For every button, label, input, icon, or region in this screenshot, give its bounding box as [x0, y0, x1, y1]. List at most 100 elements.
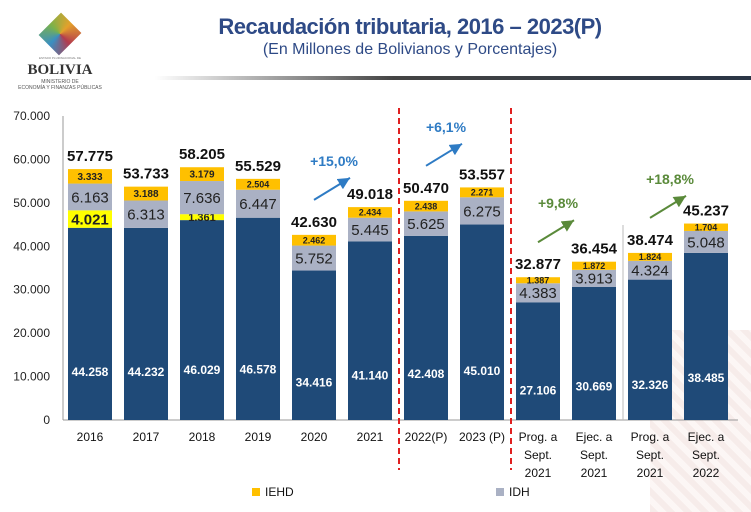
bar-value-label: 4.383: [519, 285, 557, 302]
bar-segment-iehd: [628, 252, 672, 261]
x-tick-label: Prog. a: [631, 430, 670, 444]
bar-value-label: 7.636: [183, 190, 221, 207]
bar-value-label: 6.447: [239, 196, 277, 213]
bar-segment-base: [124, 227, 168, 420]
bar-value-label: 6.163: [71, 189, 109, 206]
page-subtitle: (En Millones de Bolivianos y Porcentajes…: [262, 41, 558, 58]
logo-text-3: MINISTERIO DE: [41, 79, 79, 85]
legend-label: IDH: [509, 485, 530, 499]
x-tick-label: 2018: [189, 430, 216, 444]
bar-segment-idh: [68, 183, 112, 211]
bar-value-label: 1.824: [639, 252, 662, 262]
x-tick-label: Ejec. a: [576, 430, 613, 444]
bar-total-label: 42.630: [291, 214, 337, 231]
bar-total-label: 32.877: [515, 256, 561, 273]
bar-value-label: 3.188: [133, 189, 158, 200]
bar-value-label: 46.029: [184, 363, 221, 377]
bar-segment-base: [236, 217, 280, 420]
bar-value-label: 30.669: [576, 380, 613, 394]
bar-value-label: 38.485: [688, 371, 725, 385]
bar-value-label: 34.416: [296, 376, 333, 390]
bar-value-label: 27.106: [520, 384, 557, 398]
bar-segment-iehd: [516, 277, 560, 284]
bar-value-label: 4.021: [71, 211, 109, 228]
legend-swatch-iehd: [252, 488, 260, 496]
bar-segment-base: [572, 286, 616, 420]
x-tick-label: 2023 (P): [459, 430, 505, 444]
x-tick-label: Sept.: [580, 448, 608, 462]
x-tick-label: Sept.: [524, 448, 552, 462]
x-tick-label: 2021: [637, 466, 664, 480]
logo-text-2: BOLIVIA: [27, 62, 93, 78]
bar-value-label: 2.438: [415, 201, 438, 211]
bar-segment-base: [404, 235, 448, 420]
bar-segment-iehd: [404, 200, 448, 212]
bar-value-label: 32.326: [632, 378, 669, 392]
bar-segment-iehd: [124, 186, 168, 201]
bar-segment-idh: [348, 217, 392, 242]
bar-value-label: 2.462: [303, 235, 326, 245]
bar-segment-base: [68, 227, 112, 420]
logo-text-4: ECONOMÍA Y FINANZAS PÚBLICAS: [18, 85, 102, 91]
bar-segment-iehd: [460, 187, 504, 198]
growth-annotation: +18,8%: [646, 171, 694, 187]
bar-value-label: 41.140: [352, 368, 389, 382]
growth-annotation: +9,8%: [538, 195, 579, 211]
bar-segment-idh: [628, 260, 672, 280]
bar-segment-iehd: [684, 223, 728, 231]
x-tick-label: Sept.: [636, 448, 664, 462]
bar-segment-base: [516, 302, 560, 420]
x-tick-label: 2021: [525, 466, 552, 480]
growth-arrow: [649, 195, 687, 219]
x-tick-label: 2020: [301, 430, 328, 444]
bar-segment-base: [684, 252, 728, 420]
legend-swatch-idh: [496, 488, 504, 496]
bar-total-label: 53.557: [459, 166, 505, 183]
bar-value-label: 1.704: [695, 222, 718, 232]
bar-value-label: 42.408: [408, 367, 445, 381]
bar-total-label: 53.733: [123, 166, 169, 183]
bar-segment-yellow: [180, 214, 224, 221]
bar-segment-idh: [404, 211, 448, 236]
x-tick-label: 2021: [357, 430, 384, 444]
bar-segment-base: [292, 270, 336, 420]
bar-value-label: 5.445: [351, 222, 389, 239]
bar-total-label: 36.454: [571, 241, 618, 258]
bar-segment-idh: [460, 197, 504, 225]
bar-segment-idh: [516, 283, 560, 303]
bar-value-label: 2.271: [471, 188, 494, 198]
bar-value-label: 6.313: [127, 207, 165, 224]
x-tick-label: 2019: [245, 430, 272, 444]
logo-text-1: ESTADO PLURINACIONAL DE: [38, 56, 81, 60]
x-tick-label: 2017: [133, 430, 160, 444]
bar-value-label: 5.752: [295, 250, 333, 267]
bar-total-label: 49.018: [347, 186, 393, 203]
growth-annotation: +6,1%: [426, 119, 467, 135]
bar-value-label: 6.275: [463, 203, 501, 220]
y-tick-label: 60.000: [13, 152, 50, 166]
y-tick-label: 30.000: [13, 283, 50, 297]
bar-segment-base: [460, 224, 504, 420]
x-tick-label: Prog. a: [519, 430, 558, 444]
bar-segment-idh: [292, 245, 336, 271]
bar-segment-base: [628, 279, 672, 420]
bar-value-label: 45.010: [464, 364, 501, 378]
bar-segment-yellow: [68, 210, 112, 228]
bar-segment-iehd: [292, 234, 336, 246]
bar-total-label: 58.205: [179, 146, 225, 163]
page-title: Recaudación tributaria, 2016 – 2023(P): [218, 14, 602, 39]
bar-segment-iehd: [180, 167, 224, 182]
bar-segment-iehd: [572, 261, 616, 270]
ministry-logo: ESTADO PLURINACIONAL DE BOLIVIA MINISTER…: [0, 8, 120, 91]
bar-segment-idh: [180, 181, 224, 215]
bar-value-label: 1.387: [527, 275, 550, 285]
growth-arrow: [313, 177, 351, 201]
y-tick-label: 70.000: [13, 109, 50, 123]
header-divider: [155, 76, 751, 80]
y-tick-label: 0: [43, 413, 50, 427]
x-tick-label: Sept.: [692, 448, 720, 462]
bar-total-label: 50.470: [403, 180, 449, 197]
x-tick-label: Ejec. a: [688, 430, 725, 444]
bar-value-label: 2.434: [359, 208, 382, 218]
